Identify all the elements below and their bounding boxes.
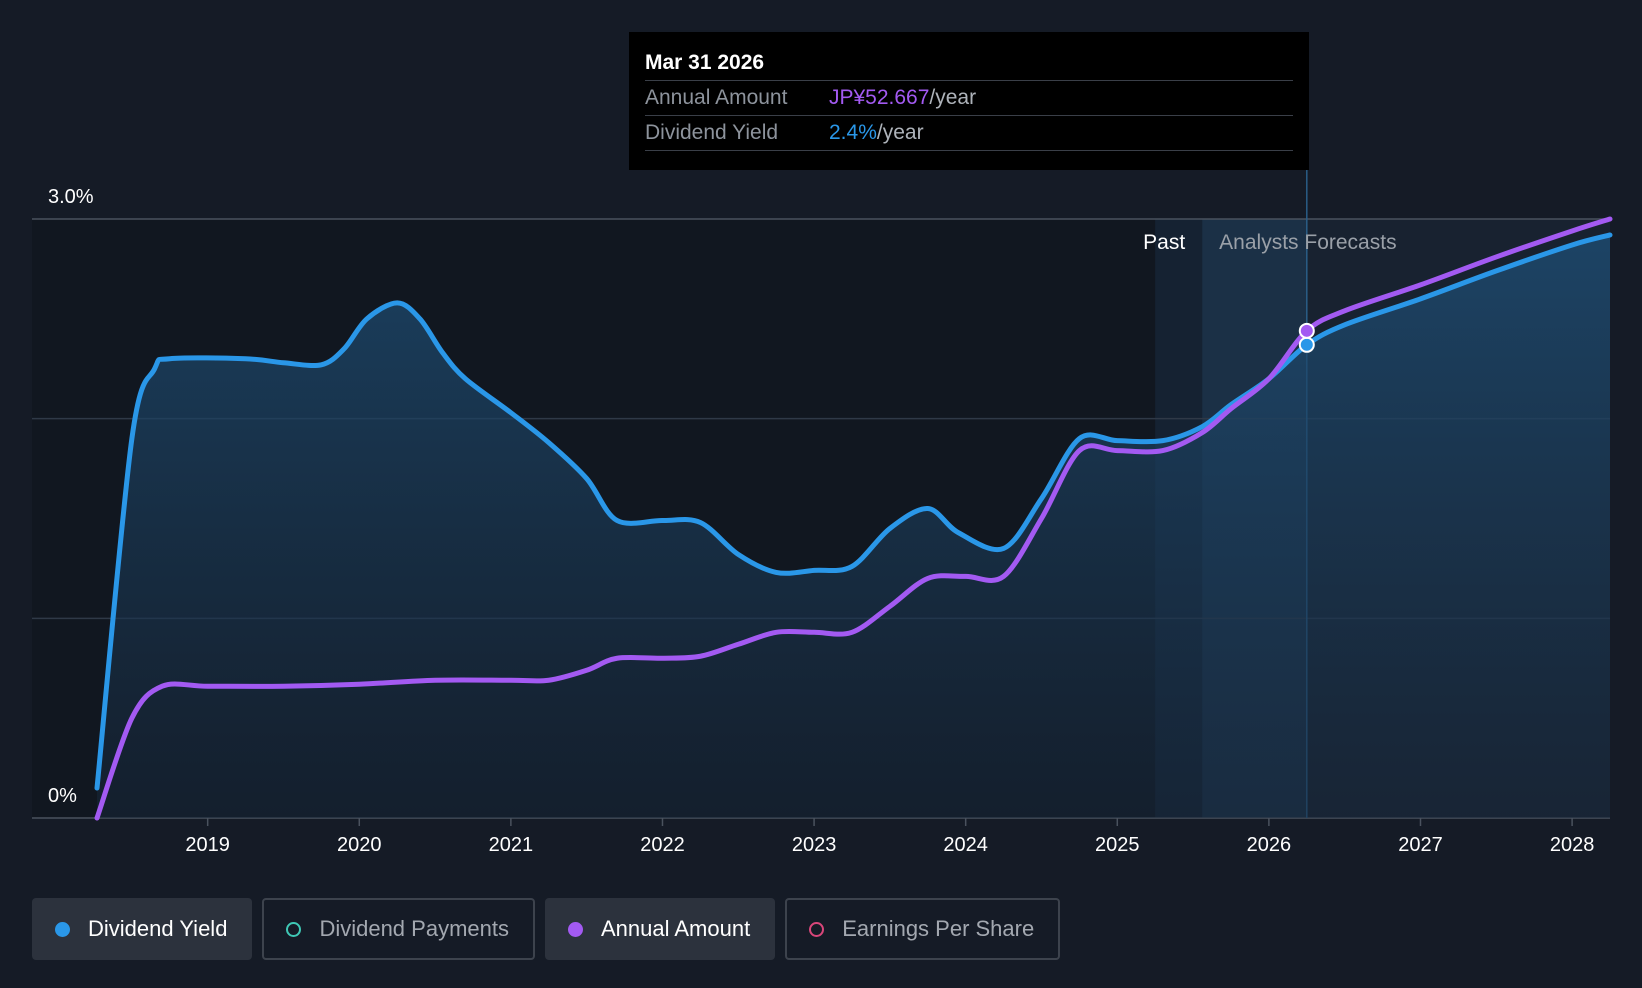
dividend-yield-hover-marker	[1298, 336, 1315, 353]
tooltip-annual-amount-row: Annual Amount JP¥52.667/year	[645, 81, 1293, 116]
tooltip-annual-amount-unit: /year	[929, 86, 977, 109]
tooltip-annual-amount-label: Annual Amount	[645, 86, 788, 109]
tooltip-dividend-yield-label: Dividend Yield	[645, 121, 779, 144]
legend-dividend-payments-label: Dividend Payments	[319, 916, 509, 941]
x-tick-label: 2022	[640, 834, 685, 856]
x-tick-label: 2025	[1095, 834, 1140, 856]
legend-dividend-payments-ring-icon	[286, 921, 302, 937]
annual-amount-hover-marker	[1298, 322, 1315, 339]
forecast-label: Analysts Forecasts	[1219, 231, 1396, 254]
tooltip-dividend-yield-row: Dividend Yield 2.4%/year	[645, 116, 1293, 151]
legend-dividend-payments-button[interactable]: Dividend Payments	[262, 898, 535, 960]
x-tick-label: 2023	[792, 834, 837, 856]
legend-annual-amount-dot-icon	[567, 921, 583, 937]
x-tick-label: 2027	[1398, 834, 1443, 856]
chart-legend: Dividend Yield Dividend Payments Annual …	[32, 898, 1061, 960]
legend-earnings-per-share-label: Earnings Per Share	[842, 916, 1035, 941]
y-tick-label: 3.0%	[48, 186, 94, 208]
legend-annual-amount-button[interactable]: Annual Amount	[544, 898, 776, 960]
legend-dividend-yield-dot-icon	[55, 921, 70, 937]
legend-dividend-yield-button[interactable]: Dividend Yield	[32, 898, 253, 960]
x-tick-label: 2021	[489, 834, 534, 856]
dividend-yield-area	[97, 234, 1610, 818]
annual-amount-line	[94, 216, 1613, 821]
legend-annual-amount-label: Annual Amount	[600, 916, 751, 941]
x-tick-label: 2020	[337, 834, 382, 856]
x-tick-label: 2028	[1550, 834, 1595, 856]
x-tick-label: 2026	[1247, 834, 1292, 856]
legend-earnings-per-share-ring-icon	[809, 921, 825, 937]
tooltip-date: Mar 31 2026	[645, 46, 1293, 81]
past-label: Past	[1143, 231, 1185, 254]
x-tick-label: 2019	[185, 834, 230, 856]
tooltip-dividend-yield-value: 2.4%	[829, 121, 877, 144]
tooltip-annual-amount-value: JP¥52.667	[829, 86, 930, 109]
legend-earnings-per-share-button[interactable]: Earnings Per Share	[785, 898, 1061, 960]
x-tick-label: 2024	[943, 834, 988, 856]
tooltip-dividend-yield-unit: /year	[876, 121, 924, 144]
chart-tooltip: Mar 31 2026 Annual Amount JP¥52.667/year…	[629, 32, 1309, 170]
legend-dividend-yield-label: Dividend Yield	[88, 916, 228, 941]
y-tick-label: 0%	[48, 785, 77, 807]
